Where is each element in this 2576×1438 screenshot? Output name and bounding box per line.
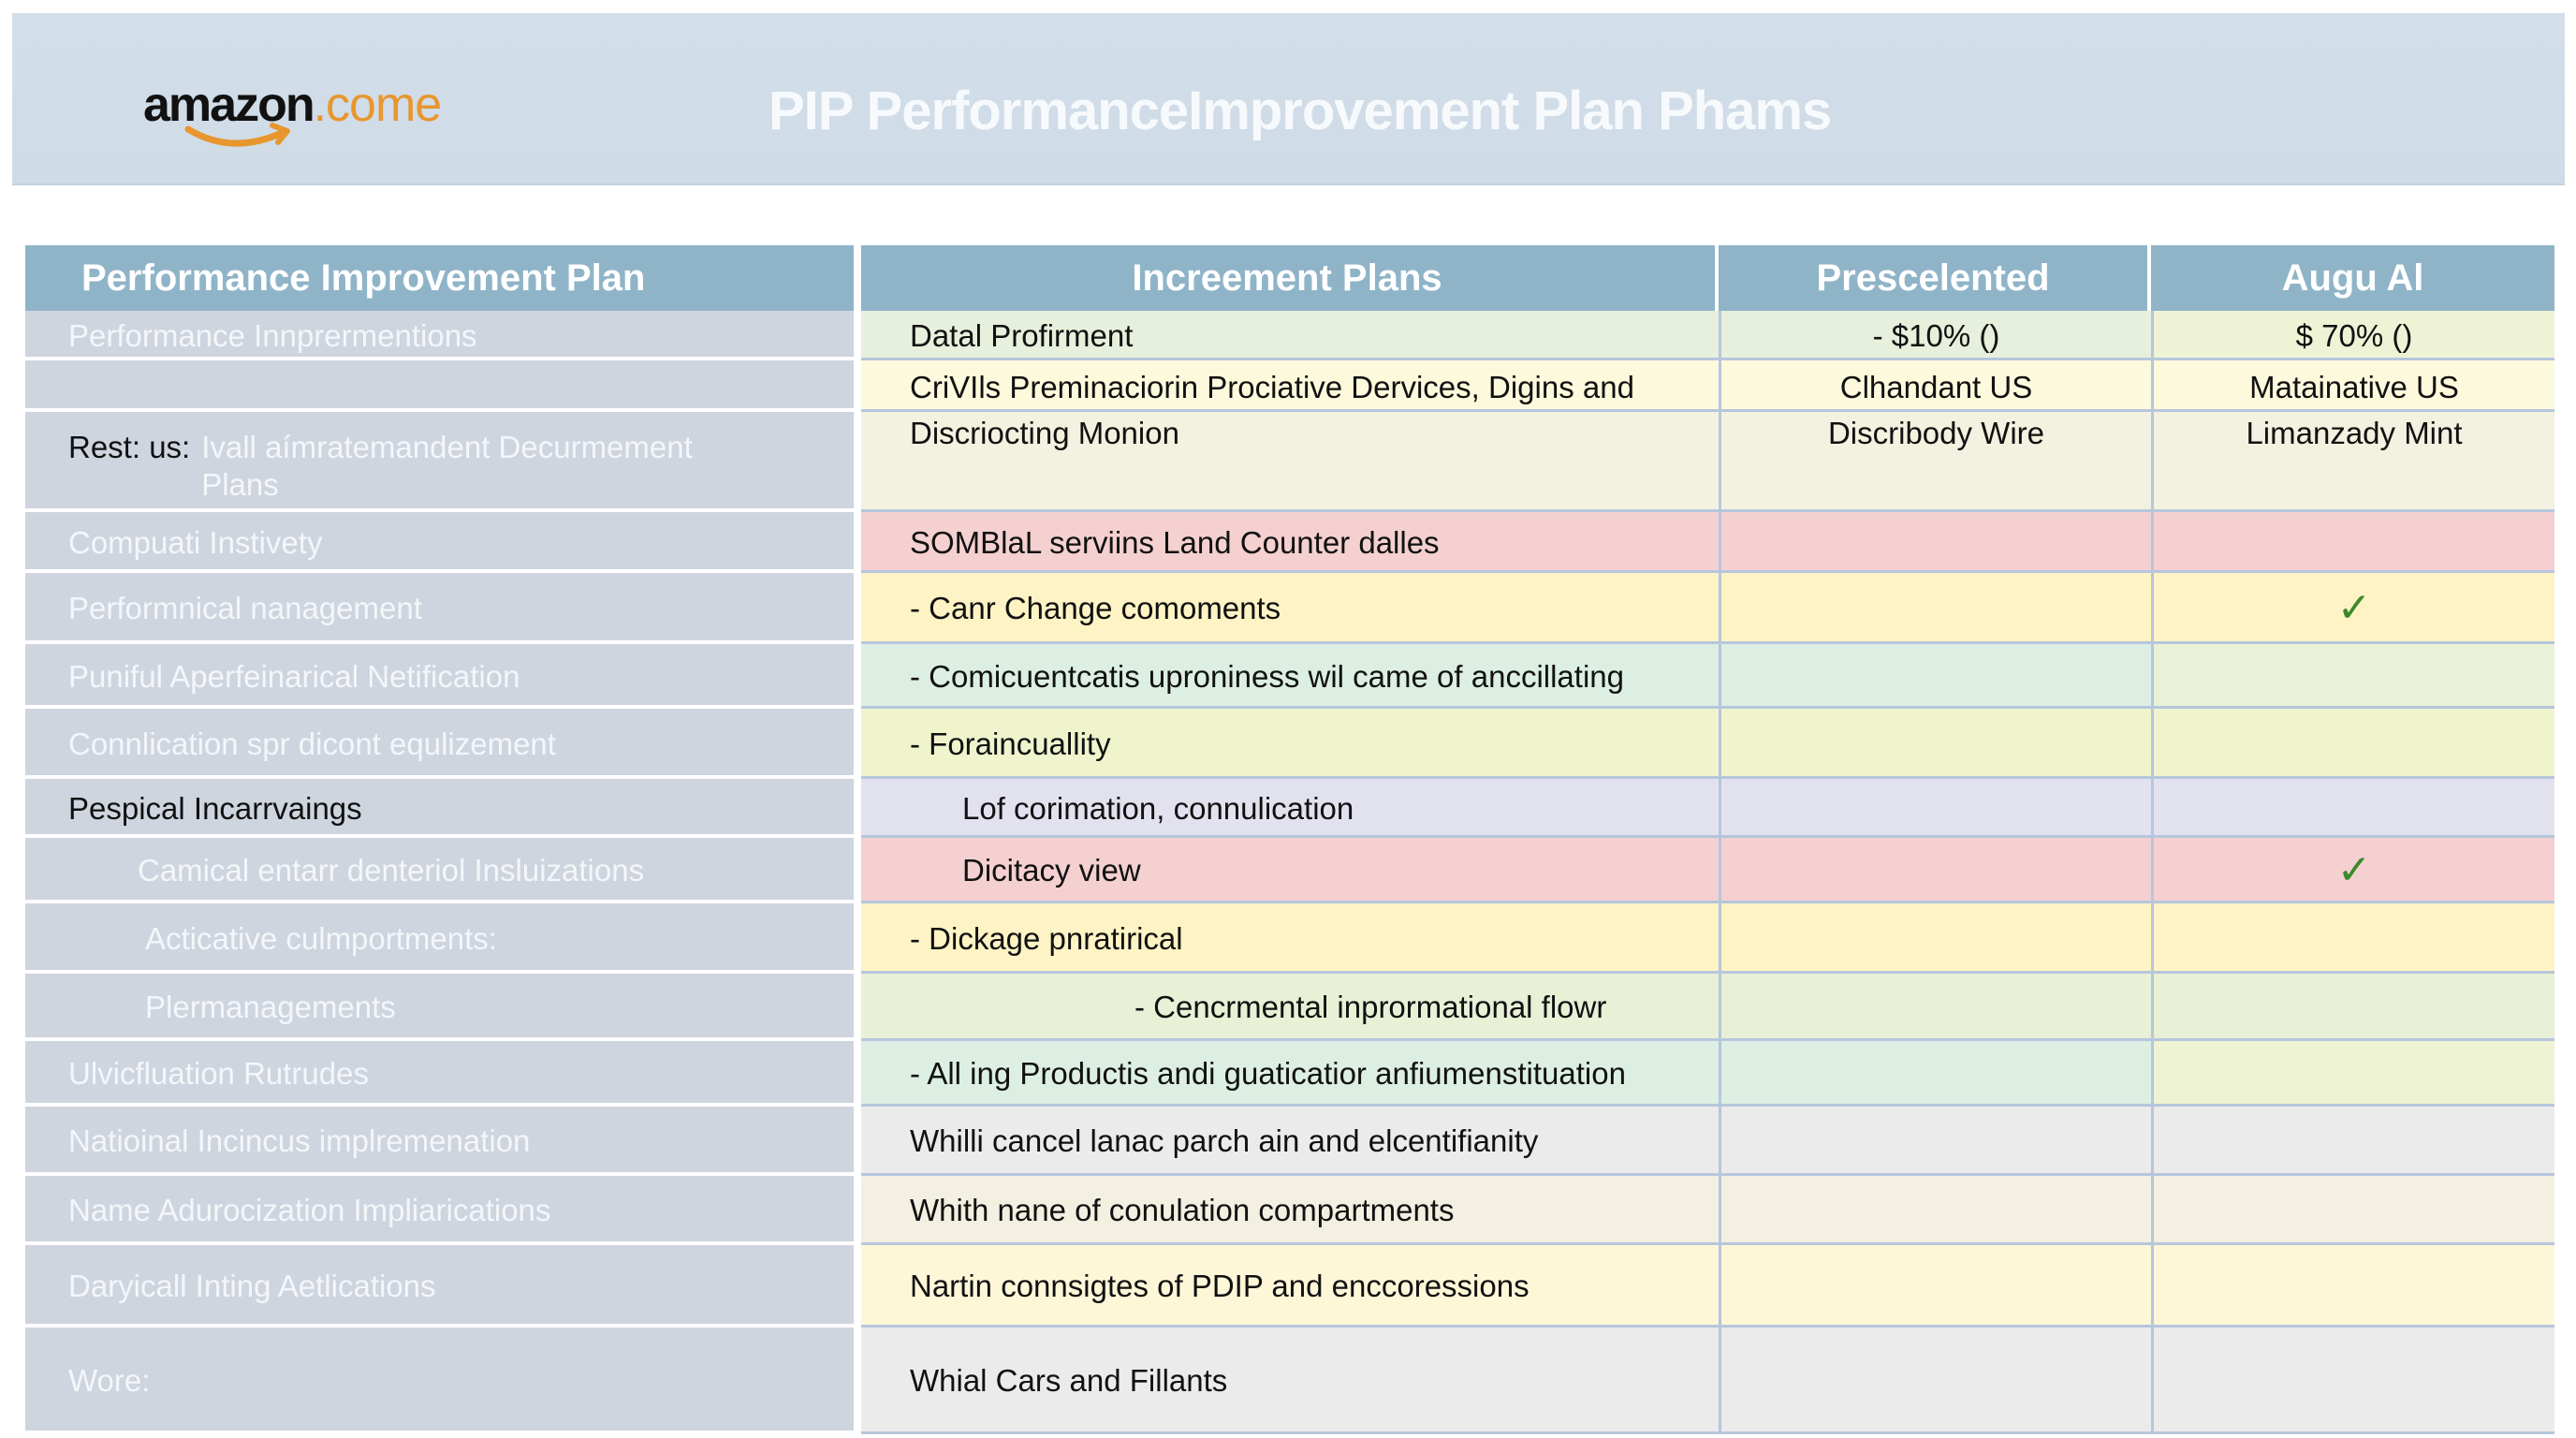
row-label: Plermanagements <box>25 974 854 1041</box>
row-augu <box>2151 1245 2554 1328</box>
row-label: Ulvicfluation Rutrudes <box>25 1041 854 1107</box>
row-label: Compuati Instivety <box>25 512 854 573</box>
row-label: Daryicall Inting Aetlications <box>25 1245 854 1328</box>
checkmark-icon: ✓ <box>2151 573 2554 644</box>
row-augu <box>2151 512 2554 573</box>
row-prescelented: Clhandant US <box>1719 360 2151 412</box>
row-augu <box>2151 779 2554 838</box>
row-plan: - Dickage pnratirical <box>859 903 1719 974</box>
row-label-text: Ivall aímratemandent Decurmement Plans <box>201 430 693 502</box>
row-prescelented <box>1719 1245 2151 1328</box>
row-plan: Whial Cars and Fillants <box>859 1328 1719 1434</box>
column-divider <box>854 245 861 1434</box>
row-plan: Whilli cancel lanac parch ain and elcent… <box>859 1107 1719 1176</box>
row-plan: SOMBlaL serviins Land Counter dalles <box>859 512 1719 573</box>
row-plan: - Canr Change comoments <box>859 573 1719 644</box>
row-label: Pespical Incarrvaings <box>25 779 854 838</box>
row-augu: Limanzady Mint <box>2151 412 2554 512</box>
row-label: Wore: <box>25 1328 854 1434</box>
row-label: Performance Innprermentions <box>25 311 854 360</box>
row-label: Name Adurocization Impliarications <box>25 1176 854 1245</box>
row-prescelented <box>1719 644 2151 709</box>
row-prescelented <box>1719 1041 2151 1107</box>
amazon-logo: amazon.come <box>143 77 442 152</box>
row-augu <box>2151 1107 2554 1176</box>
row-plan: Datal Profirment <box>859 311 1719 360</box>
row-prescelented <box>1719 573 2151 644</box>
row-plan: Whith nane of conulation compartments <box>859 1176 1719 1245</box>
row-label: Rest: us: Ivall aímratemandent Decurmemen… <box>25 412 854 512</box>
row-plan: Nartin connsigtes of PDIP and enccoressi… <box>859 1245 1719 1328</box>
row-augu <box>2151 709 2554 779</box>
row-label: Natioinal Incincus implremenation <box>25 1107 854 1176</box>
row-plan: Dicitacy view <box>859 838 1719 903</box>
row-prescelented <box>1719 709 2151 779</box>
header-banner: amazon.come PIP PerformanceImprovement P… <box>12 13 2565 185</box>
row-augu: Matainative US <box>2151 360 2554 412</box>
row-plan: - Cencrmental inprormational flowr <box>859 974 1719 1041</box>
logo-wordmark: amazon <box>143 78 315 132</box>
row-augu <box>2151 1041 2554 1107</box>
column-header-prescelented: Prescelented <box>1719 245 2147 311</box>
row-prescelented <box>1719 1107 2151 1176</box>
row-prescelented <box>1719 903 2151 974</box>
row-label <box>25 360 854 412</box>
column-header-augu: Augu Al <box>2151 245 2554 311</box>
row-prescelented: - $10% () <box>1719 311 2151 360</box>
row-augu <box>2151 974 2554 1041</box>
row-prescelented <box>1719 838 2151 903</box>
row-augu <box>2151 1176 2554 1245</box>
row-prescelented <box>1719 974 2151 1041</box>
column-header-increment-plans: Increement Plans <box>859 245 1715 311</box>
page-title: PIP PerformanceImprovement Plan Phams <box>768 81 1832 141</box>
row-prescelented: Discribody Wire <box>1719 412 2151 512</box>
row-plan: - Comicuentcatis uproniness wil came of … <box>859 644 1719 709</box>
row-augu <box>2151 903 2554 974</box>
column-header-plan: Performance Improvement Plan <box>25 245 854 311</box>
row-plan: - Foraincuallity <box>859 709 1719 779</box>
logo-tld: .come <box>313 78 443 132</box>
row-plan: - All ing Productis andi guaticatior anf… <box>859 1041 1719 1107</box>
row-augu <box>2151 1328 2554 1434</box>
row-label-prefix: Rest: us: <box>68 430 191 464</box>
row-label: Camical entarr denteriol Insluizations <box>25 838 854 903</box>
row-plan: CriVIls Preminaciorin Prociative Dervice… <box>859 360 1719 412</box>
row-plan: Lof corimation, connulication <box>859 779 1719 838</box>
checkmark-icon: ✓ <box>2151 838 2554 903</box>
row-label: Performnical nanagement <box>25 573 854 644</box>
row-label: Connlication spr dicont equlizement <box>25 709 854 779</box>
row-plan: Discriocting Monion <box>859 412 1719 512</box>
row-label: Puniful Aperfeinarical Netification <box>25 644 854 709</box>
row-prescelented <box>1719 1176 2151 1245</box>
row-augu: $ 70% () <box>2151 311 2554 360</box>
row-prescelented <box>1719 512 2151 573</box>
smile-arrow-icon <box>184 123 290 147</box>
row-prescelented <box>1719 779 2151 838</box>
row-prescelented <box>1719 1328 2151 1434</box>
row-label: Acticative culmportments: <box>25 903 854 974</box>
row-augu <box>2151 644 2554 709</box>
